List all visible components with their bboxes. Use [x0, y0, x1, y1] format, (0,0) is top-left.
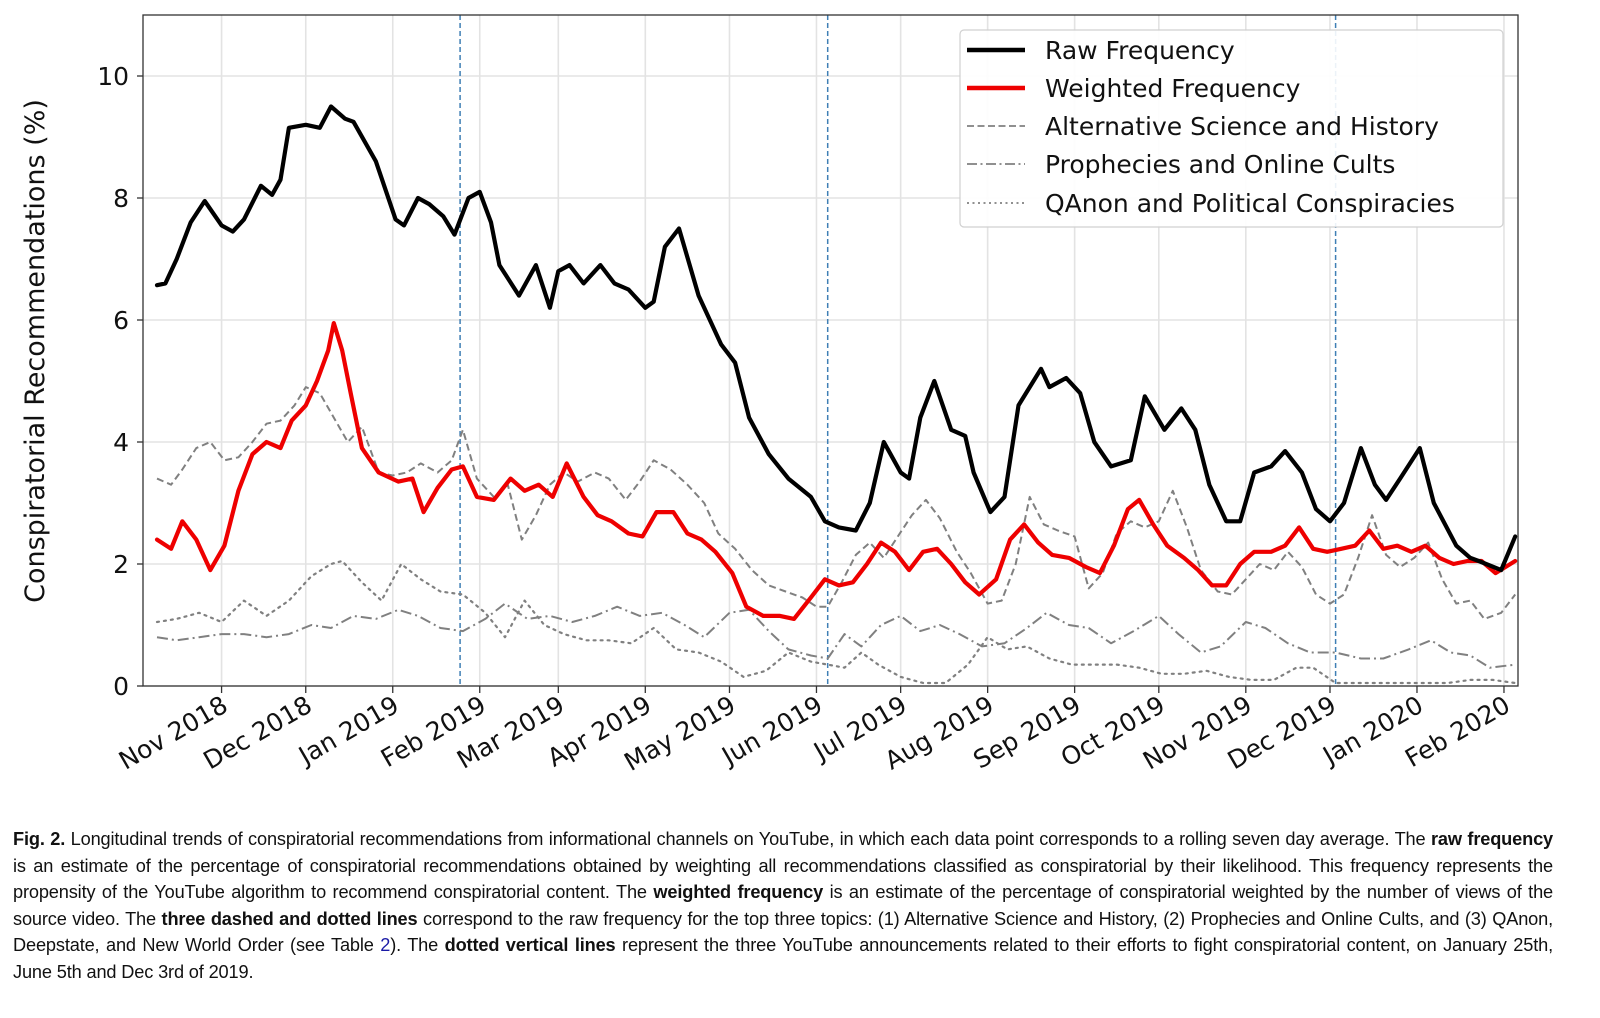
- y-tick-label: 10: [97, 62, 129, 91]
- legend-item-raw: Raw Frequency: [967, 36, 1235, 65]
- caption-text: represent the three YouTube announcement…: [13, 935, 1553, 982]
- y-tick-label: 8: [113, 184, 129, 213]
- legend-item-prophecies: Prophecies and Online Cults: [967, 150, 1395, 179]
- series-lines: [154, 104, 1518, 685]
- plot-frame: [142, 14, 1519, 687]
- series-line-weighted-frequency: [154, 321, 1518, 621]
- y-tick-label: 2: [113, 550, 129, 579]
- legend: Raw Frequency Weighted Frequency Alterna…: [959, 29, 1504, 228]
- legend-label-qanon: QAnon and Political Conspiracies: [1045, 189, 1455, 218]
- caption-bold-lines: three dashed and dotted lines: [161, 908, 418, 929]
- caption-bold-raw: raw frequency: [1431, 829, 1553, 849]
- legend-label-alt-science: Alternative Science and History: [1045, 112, 1439, 141]
- caption-bold-weighted: weighted frequency: [653, 882, 824, 903]
- legend-item-weighted: Weighted Frequency: [967, 74, 1301, 103]
- y-axis-ticks: 0 2 4 6 8 10: [97, 62, 143, 701]
- series-line-prophecies-and-online-cults: [156, 602, 1516, 669]
- caption-text: ). The: [390, 935, 445, 956]
- series-line-alternative-science-and-history: [156, 386, 1516, 620]
- y-tick-label: 6: [113, 306, 129, 335]
- figure-caption: Fig. 2. Longitudinal trends of conspirat…: [13, 826, 1553, 986]
- caption-text: Longitudinal trends of conspiratorial re…: [65, 829, 1431, 849]
- caption-text: correspond to the raw frequency for the …: [13, 908, 1553, 956]
- series-line-raw-frequency: [154, 104, 1518, 573]
- legend-label-weighted: Weighted Frequency: [1045, 74, 1301, 103]
- caption-fig-label: Fig. 2.: [13, 829, 66, 849]
- y-axis-label: Conspiratorial Recommendations (%): [20, 99, 51, 603]
- legend-item-alt-science: Alternative Science and History: [967, 112, 1439, 141]
- legend-label-prophecies: Prophecies and Online Cults: [1045, 150, 1395, 179]
- caption-text: is an estimate of the percentage of cons…: [13, 882, 1554, 929]
- y-tick-label: 0: [113, 672, 129, 701]
- y-tick-label: 4: [113, 428, 129, 457]
- legend-item-qanon: QAnon and Political Conspiracies: [967, 189, 1455, 218]
- caption-text: is an estimate of the percentage of cons…: [13, 855, 1553, 903]
- table-reference-link[interactable]: 2: [380, 935, 391, 956]
- legend-box: [959, 29, 1504, 228]
- grid: [143, 15, 1518, 687]
- caption-bold-vertical: dotted vertical lines: [444, 935, 616, 956]
- legend-label-raw: Raw Frequency: [1045, 36, 1235, 65]
- series-line-qanon-and-political-conspiracies: [155, 559, 1517, 685]
